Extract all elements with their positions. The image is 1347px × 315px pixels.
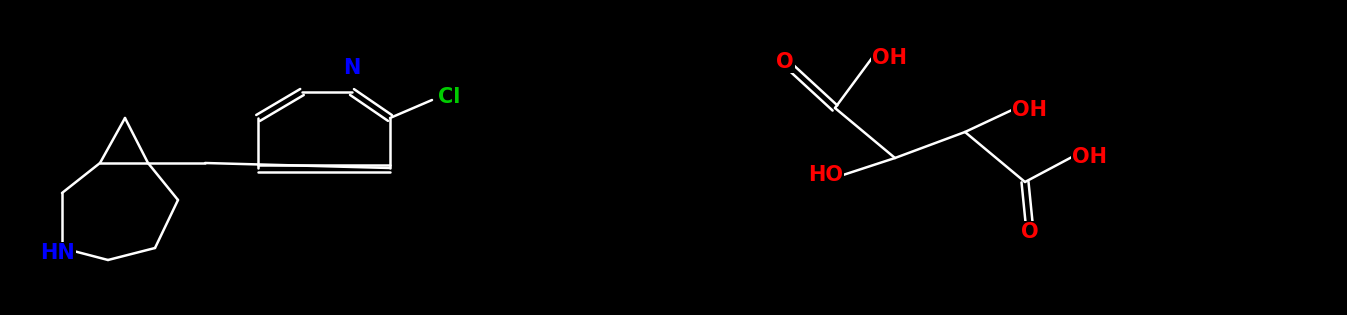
Text: HO: HO bbox=[808, 165, 843, 185]
Text: HN: HN bbox=[40, 243, 74, 263]
Text: Cl: Cl bbox=[438, 87, 461, 107]
Text: N: N bbox=[343, 58, 361, 78]
Text: OH: OH bbox=[872, 48, 907, 68]
Text: O: O bbox=[1021, 222, 1039, 242]
Text: OH: OH bbox=[1072, 147, 1107, 167]
Text: OH: OH bbox=[1012, 100, 1047, 120]
Text: O: O bbox=[776, 52, 793, 72]
